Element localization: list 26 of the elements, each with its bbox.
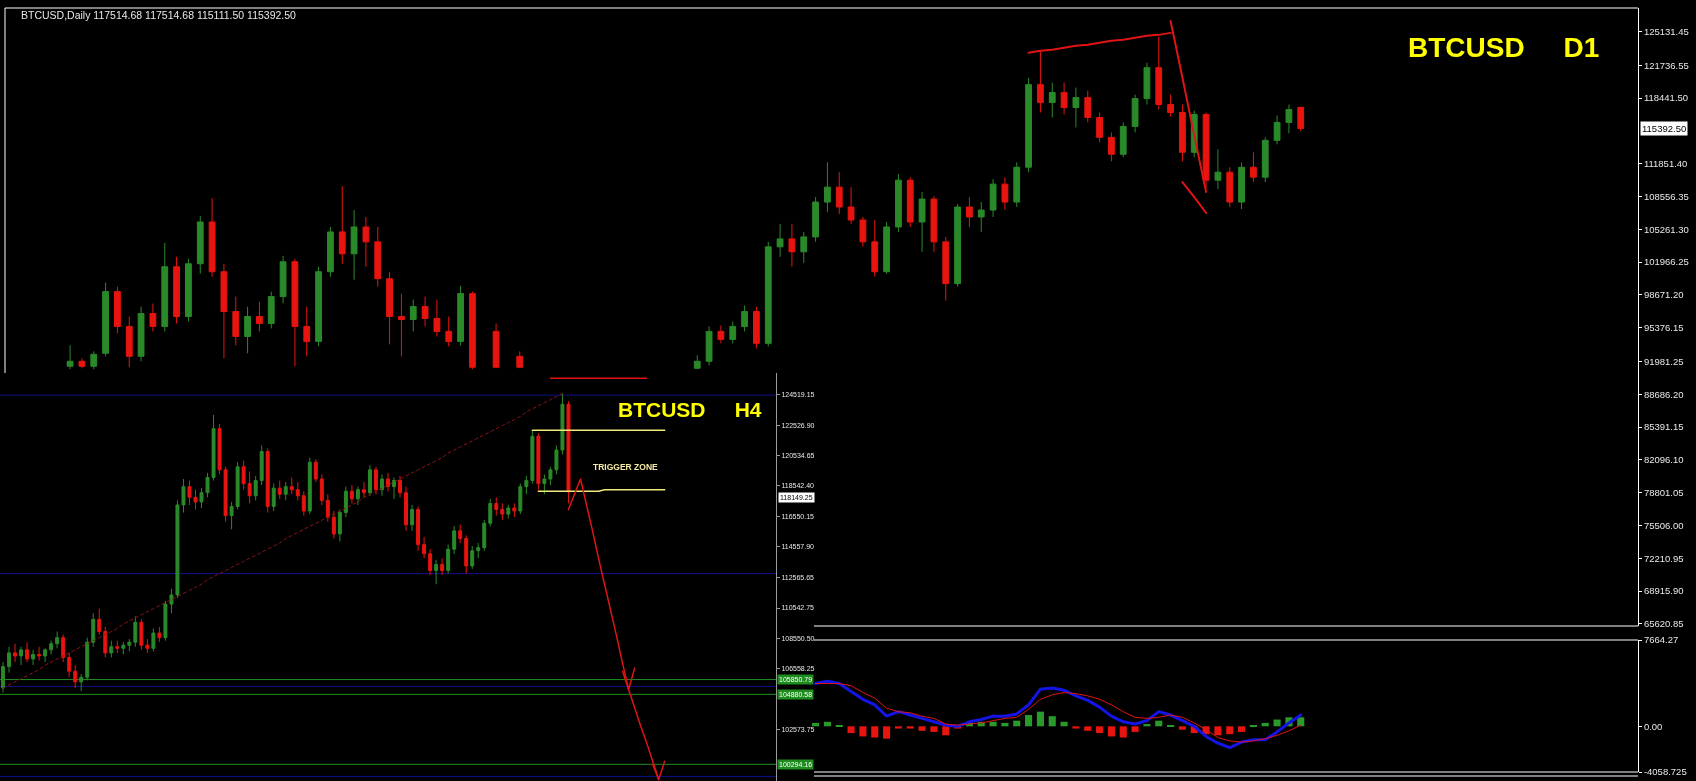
y-tick-label: 118441.50 <box>1643 92 1689 104</box>
y-tick-label: 68915.90 <box>1643 585 1684 597</box>
y-tick-label: 105261.30 <box>1643 223 1689 235</box>
y-tick-label: 111851.40 <box>1643 158 1688 170</box>
annotation: TRIGGER ZONE <box>593 462 659 472</box>
y-tick-label: 78801.05 <box>1643 486 1684 498</box>
annotation: BTCUSD H4 <box>618 398 762 421</box>
y-tick-label: 91981.25 <box>1643 355 1684 367</box>
y-tick-label: 95376.15 <box>1643 322 1684 334</box>
y-tick-label: 65620.85 <box>1643 618 1684 630</box>
text: 115392.50 <box>1642 123 1687 134</box>
y-tick-label: 85391.15 <box>1643 421 1684 433</box>
y-tick-label: 121736.55 <box>1643 59 1689 71</box>
y-tick-label: 98671.20 <box>1643 289 1684 301</box>
y-tick-label: 88686.20 <box>1643 388 1684 400</box>
chart-title: BTCUSD,Daily 117514.68 117514.68 115111.50 115392.50 <box>21 9 297 21</box>
annotation: BTCUSD D1 <box>1408 32 1600 63</box>
y-tick-label: 7664.27 <box>1643 634 1679 646</box>
y-tick-label: 101966.25 <box>1643 256 1689 268</box>
y-tick-label: 108556.35 <box>1643 190 1689 202</box>
y-tick-label: 0.00 <box>1643 720 1663 732</box>
y-tick-label: 75506.00 <box>1643 519 1684 531</box>
y-tick-label: 72210.95 <box>1643 552 1684 564</box>
y-tick-label: -4058.725 <box>1643 766 1687 778</box>
y-tick-label: 125131.45 <box>1643 25 1689 37</box>
y-tick-label: 82096.10 <box>1643 454 1684 466</box>
